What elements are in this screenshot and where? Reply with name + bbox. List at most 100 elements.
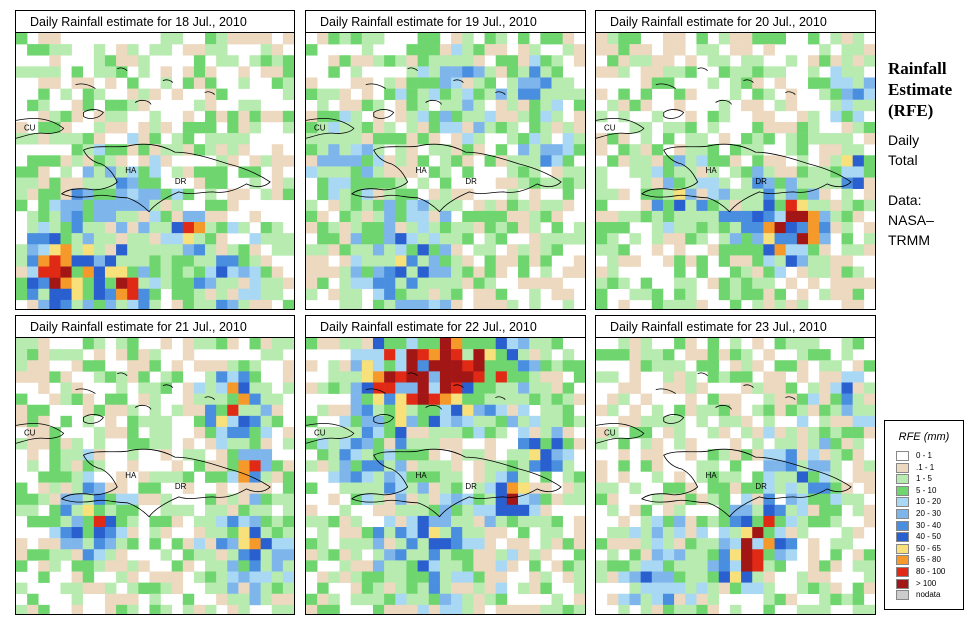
rainfall-cell [473, 360, 485, 372]
rainfall-cell [227, 155, 239, 167]
rainfall-cell [607, 244, 619, 256]
rainfall-cell [451, 415, 463, 428]
rainfall-cell [384, 515, 396, 528]
coastline-path [655, 388, 676, 394]
rainfall-cell [238, 560, 250, 572]
rainfall-cell [71, 199, 84, 212]
rainfall-cell [596, 493, 608, 506]
rainfall-cell [384, 449, 396, 461]
rainfall-cell [618, 393, 630, 406]
rainfall-map: CU HA DR [596, 33, 875, 309]
rainfall-cell [495, 55, 508, 67]
rainfall-cell [171, 88, 184, 101]
rainfall-cell [506, 55, 519, 67]
rainfall-cell [395, 527, 407, 539]
legend-swatch [896, 485, 909, 496]
rainfall-cell [707, 244, 720, 256]
rainfall-cell [27, 593, 39, 606]
rainfall-cell [317, 515, 329, 528]
rainfall-cell [361, 255, 374, 267]
rainfall-cell [127, 360, 139, 372]
rainfall-cell [640, 77, 653, 89]
rainfall-cell [317, 33, 329, 45]
rainfall-cell [249, 504, 261, 517]
rainfall-cell [372, 155, 385, 167]
rainfall-cell [384, 382, 396, 394]
rainfall-cell [249, 266, 261, 278]
rainfall-cell [763, 371, 775, 383]
rainfall-cell [71, 77, 84, 89]
rainfall-cell [227, 527, 239, 539]
rainfall-cell [796, 482, 809, 494]
rainfall-cell [540, 338, 552, 350]
rainfall-cell [339, 144, 351, 156]
rainfall-cell [808, 133, 820, 145]
rainfall-cell [863, 482, 875, 494]
rainfall-cell [451, 266, 463, 278]
rainfall-cell [484, 266, 497, 278]
rainfall-cell [651, 415, 664, 428]
rainfall-cell [808, 604, 820, 614]
rainfall-cell [171, 460, 184, 472]
rainfall-cell [863, 177, 875, 189]
rainfall-cell [182, 210, 195, 223]
rainfall-cell [16, 393, 28, 406]
rainfall-cell [127, 527, 139, 539]
rainfall-cell [640, 393, 653, 406]
rainfall-cell [395, 88, 407, 101]
rainfall-cell [49, 121, 61, 134]
rainfall-cell [685, 255, 697, 267]
rainfall-cell [752, 582, 764, 595]
rainfall-cell [562, 288, 575, 301]
rainfall-cell [596, 277, 608, 290]
rainfall-cell [27, 549, 39, 561]
rainfall-cell [328, 144, 340, 156]
rainfall-cell [406, 560, 418, 572]
rainfall-cell [361, 582, 374, 595]
rainfall-cell [149, 133, 161, 145]
rainfall-cell [830, 404, 842, 417]
rainfall-cell [841, 288, 853, 301]
rainfall-cell [38, 88, 50, 101]
rainfall-cell [473, 426, 485, 439]
rainfall-cell [596, 426, 608, 439]
rainfall-cell [562, 88, 575, 101]
rainfall-cell [93, 288, 106, 301]
rainfall-cell [339, 460, 351, 472]
rainfall-cell [27, 44, 39, 56]
rainfall-cell [71, 188, 84, 201]
rainfall-cell [238, 460, 250, 472]
legend-swatch [896, 497, 909, 508]
rainfall-cell [38, 338, 50, 350]
rainfall-cell [607, 560, 619, 572]
rainfall-cell [149, 299, 161, 309]
rainfall-cell [741, 571, 753, 583]
rainfall-cell [428, 382, 441, 394]
rainfall-cell [238, 449, 250, 461]
rainfall-cell [596, 460, 608, 472]
legend-swatch [896, 451, 909, 461]
rainfall-cell [160, 155, 172, 167]
rainfall-cell [774, 504, 787, 517]
rainfall-cell [171, 538, 184, 550]
rainfall-cell [462, 560, 474, 572]
rainfall-cell [484, 482, 497, 494]
rainfall-cell [819, 404, 831, 417]
rainfall-cell [306, 121, 318, 134]
rainfall-cell [518, 393, 530, 406]
rainfall-cell [138, 166, 150, 178]
rainfall-cell [707, 121, 720, 134]
rainfall-cell [16, 360, 28, 372]
rainfall-cell [116, 66, 128, 78]
rainfall-cell [227, 144, 239, 156]
rainfall-cell [171, 210, 184, 223]
coastline-path [162, 79, 174, 83]
rainfall-cell [629, 55, 641, 67]
rainfall-cell [306, 288, 318, 301]
rainfall-cell [205, 33, 217, 45]
rainfall-cell [451, 360, 463, 372]
rainfall-cell [830, 66, 842, 78]
rainfall-cell [495, 44, 508, 56]
rainfall-cell [540, 404, 552, 417]
rainfall-cell [384, 199, 396, 212]
